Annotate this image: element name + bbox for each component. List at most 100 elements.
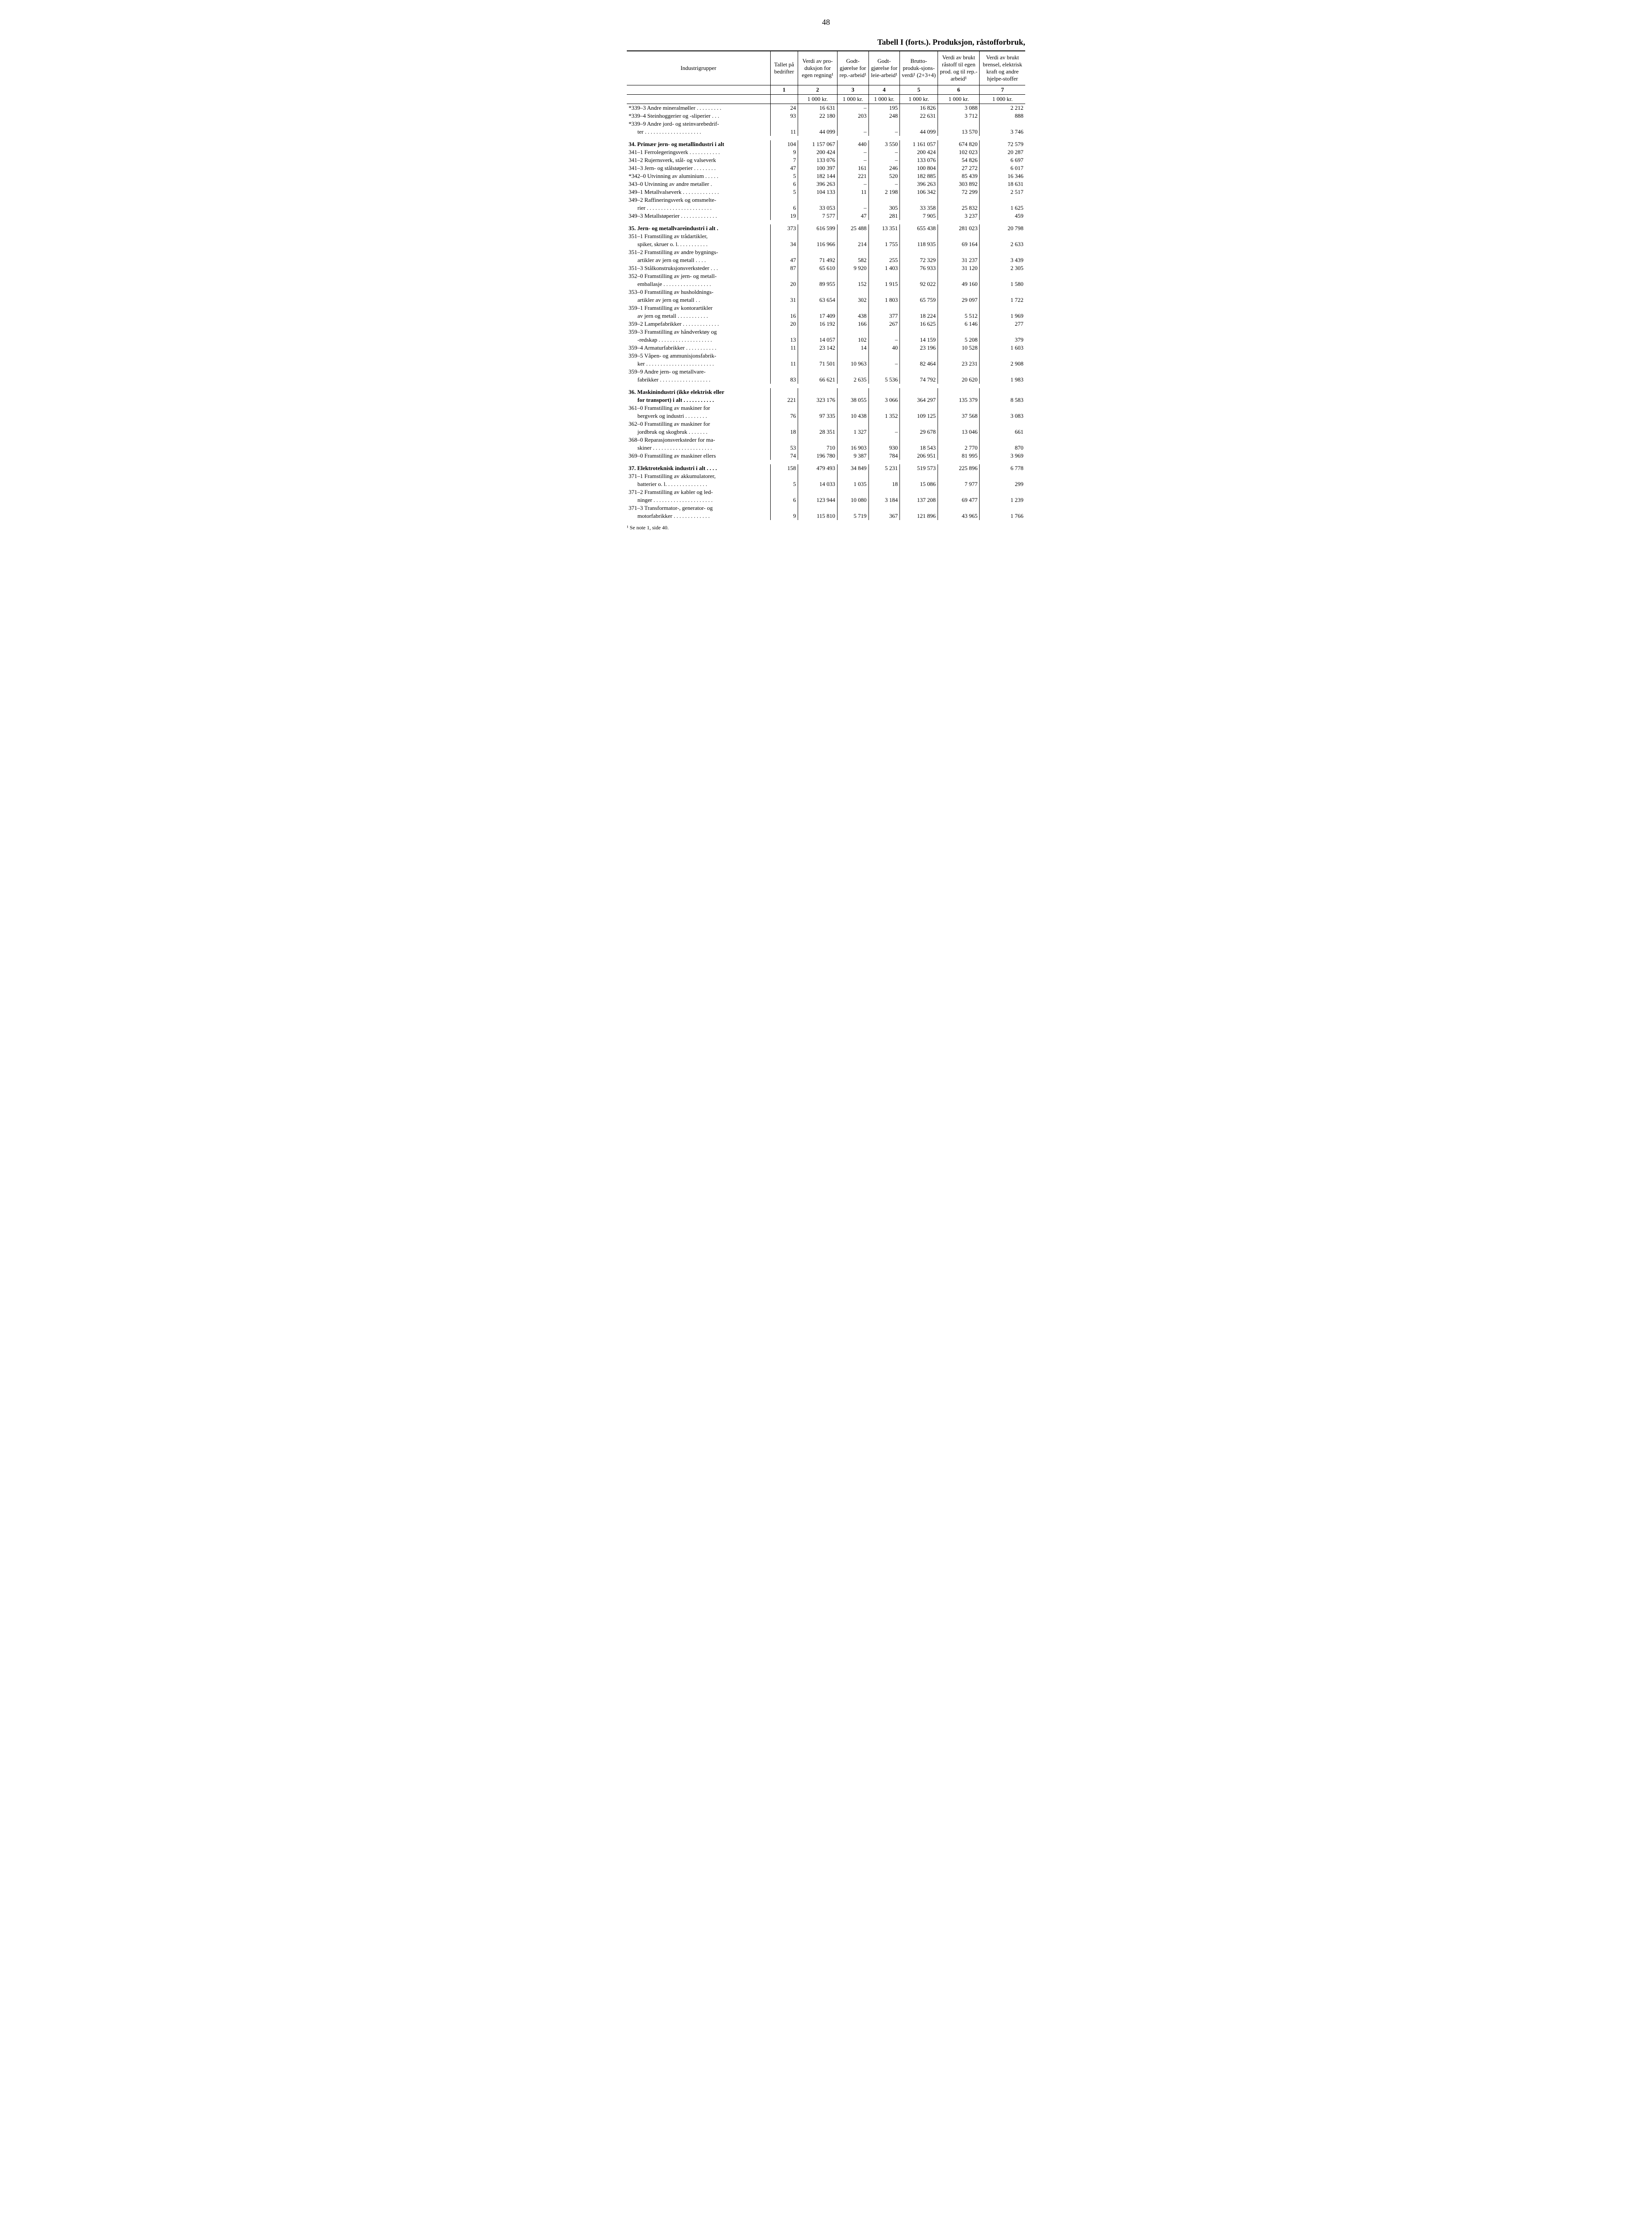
row-label: 341–3 Jern- og stålstøperier . . . . . .… (627, 164, 770, 172)
cell: 3 088 (938, 104, 980, 112)
row-label: motorfabrikker . . . . . . . . . . . . . (627, 512, 770, 520)
cell: 17 409 (798, 312, 838, 320)
cell: 109 125 (900, 412, 938, 420)
cell: 221 (770, 396, 798, 404)
cell: 364 297 (900, 396, 938, 404)
unit-blank (627, 95, 770, 104)
row-label: ker . . . . . . . . . . . . . . . . . . … (627, 360, 770, 368)
cell: 520 (868, 172, 900, 180)
cell: 16 (770, 312, 798, 320)
col-head-4: Godt-gjørelse for leie-arbeid¹ (868, 51, 900, 85)
cell (770, 368, 798, 376)
cell (900, 488, 938, 496)
cell (837, 248, 868, 256)
cell: 16 625 (900, 320, 938, 328)
row-label: jordbruk og skogbruk . . . . . . . (627, 428, 770, 436)
cell (798, 328, 838, 336)
cell: 6 (770, 496, 798, 504)
cell: 379 (980, 336, 1025, 344)
col-head-2: Verdi av pro-duksjon for egen regning¹ (798, 51, 838, 85)
row-label: 35. Jern- og metallvareindustri i alt . (627, 224, 770, 232)
cell: 123 944 (798, 496, 838, 504)
cell: 7 (770, 156, 798, 164)
row-label: emballasje . . . . . . . . . . . . . . .… (627, 280, 770, 288)
cell: 200 424 (900, 148, 938, 156)
cell: 246 (868, 164, 900, 172)
row-label: ninger . . . . . . . . . . . . . . . . .… (627, 496, 770, 504)
cell (868, 248, 900, 256)
row-label: *339–4 Steinhoggerier og -sliperier . . … (627, 112, 770, 120)
cell: 214 (837, 240, 868, 248)
cell: 11 (770, 344, 798, 352)
cell (798, 472, 838, 480)
cell: 115 810 (798, 512, 838, 520)
cell: 3 184 (868, 496, 900, 504)
cell: 3 746 (980, 128, 1025, 136)
cell (868, 368, 900, 376)
cell: 14 033 (798, 480, 838, 488)
colnum-4: 4 (868, 85, 900, 95)
cell: 7 905 (900, 212, 938, 220)
cell: 16 903 (837, 444, 868, 452)
cell (798, 504, 838, 512)
row-label: batterier o. l. . . . . . . . . . . . . … (627, 480, 770, 488)
cell (770, 304, 798, 312)
cell: 377 (868, 312, 900, 320)
cell: 1 327 (837, 428, 868, 436)
table-row: 352–0 Framstilling av jern- og metall- (627, 272, 1025, 280)
cell (938, 404, 980, 412)
cell: 2 198 (868, 188, 900, 196)
cell (980, 120, 1025, 128)
cell: 277 (980, 320, 1025, 328)
col-head-1: Tallet på bedrifter (770, 51, 798, 85)
col-head-3: Godt-gjørelse for rep.-arbeid¹ (837, 51, 868, 85)
col-head-6: Verdi av brukt råstoff til egen prod. og… (938, 51, 980, 85)
cell (770, 120, 798, 128)
cell: 116 966 (798, 240, 838, 248)
cell: 104 (770, 140, 798, 148)
cell: 1 969 (980, 312, 1025, 320)
table-row: ter . . . . . . . . . . . . . . . . . . … (627, 128, 1025, 136)
unit-1 (770, 95, 798, 104)
cell (837, 472, 868, 480)
cell: 43 965 (938, 512, 980, 520)
cell: 16 346 (980, 172, 1025, 180)
cell (938, 436, 980, 444)
cell: 14 057 (798, 336, 838, 344)
table-row: 368–0 Reparasjonsverksteder for ma- (627, 436, 1025, 444)
cell: 24 (770, 104, 798, 112)
cell: 2 770 (938, 444, 980, 452)
cell (770, 232, 798, 240)
cell: 10 438 (837, 412, 868, 420)
table-row: *339–9 Andre jord- og steinvarebedrif- (627, 120, 1025, 128)
cell: 47 (770, 256, 798, 264)
unit-6: 1 000 kr. (938, 95, 980, 104)
table-row: 34. Primær jern- og metallindustri i alt… (627, 140, 1025, 148)
cell: 22 180 (798, 112, 838, 120)
table-row: fabrikker . . . . . . . . . . . . . . . … (627, 376, 1025, 384)
table-row: 341–2 Rujernsverk, stål- og valseverk713… (627, 156, 1025, 164)
row-label: for transport) i alt . . . . . . . . . .… (627, 396, 770, 404)
cell: 1 625 (980, 204, 1025, 212)
cell: 182 144 (798, 172, 838, 180)
cell: 20 287 (980, 148, 1025, 156)
cell: 2 517 (980, 188, 1025, 196)
table-row: 371–3 Transformator-, generator- og (627, 504, 1025, 512)
cell (798, 288, 838, 296)
cell (798, 420, 838, 428)
cell: 27 272 (938, 164, 980, 172)
cell (868, 232, 900, 240)
unit-2: 1 000 kr. (798, 95, 838, 104)
cell: 53 (770, 444, 798, 452)
cell: 23 196 (900, 344, 938, 352)
cell: 69 477 (938, 496, 980, 504)
cell: 1 766 (980, 512, 1025, 520)
col-head-industrigrupper: Industrigrupper (627, 51, 770, 85)
cell (837, 288, 868, 296)
row-label: spiker, skruer o. l. . . . . . . . . . . (627, 240, 770, 248)
cell: 49 160 (938, 280, 980, 288)
cell: 3 712 (938, 112, 980, 120)
cell: 396 263 (798, 180, 838, 188)
cell: 135 379 (938, 396, 980, 404)
cell: – (837, 180, 868, 188)
